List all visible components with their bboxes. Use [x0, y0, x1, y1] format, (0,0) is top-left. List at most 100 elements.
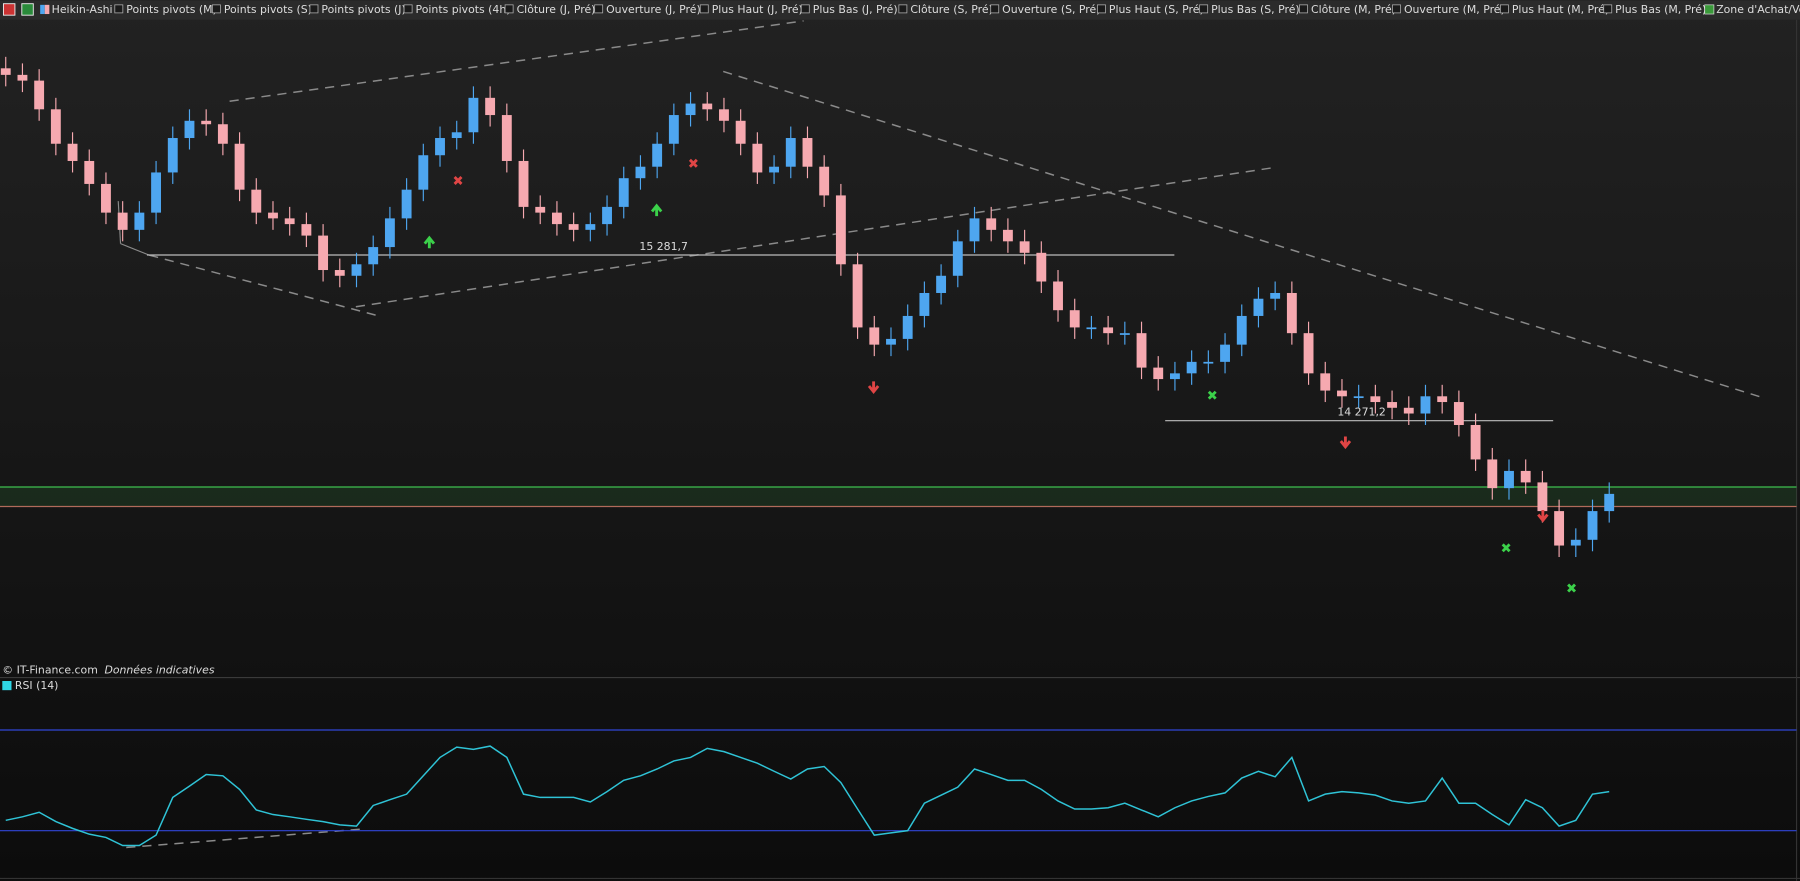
- candle-body: [1303, 333, 1314, 374]
- candle-body: [284, 218, 295, 225]
- toolbar-item[interactable]: Points pivots (J): [321, 3, 405, 16]
- checkbox[interactable]: [990, 4, 1000, 14]
- candle-body: [1170, 373, 1180, 380]
- toolbar-item[interactable]: Ouverture (M, Pré): [1404, 3, 1505, 16]
- candle-body: [785, 138, 796, 167]
- level-label: 14 271,2: [1337, 406, 1386, 419]
- toolbar-item[interactable]: Ouverture (S, Pré): [1002, 3, 1100, 16]
- toolbar-item[interactable]: Plus Haut (J, Pré): [712, 3, 803, 16]
- candle-body: [1270, 292, 1281, 299]
- candle-body: [384, 218, 395, 248]
- candle-body: [1086, 327, 1097, 330]
- checkbox[interactable]: [898, 4, 908, 14]
- candle-body: [1286, 292, 1297, 334]
- checkbox[interactable]: [309, 4, 319, 14]
- checkbox[interactable]: [800, 4, 810, 14]
- level-label: 15 281,7: [639, 240, 688, 253]
- toolbar-item[interactable]: Heikin-Ashi: [52, 3, 113, 16]
- sell-arrow: [867, 381, 880, 395]
- checkbox[interactable]: [1392, 4, 1401, 14]
- candle-body: [835, 195, 846, 265]
- rsi-line: [5, 745, 1610, 847]
- checkbox[interactable]: [1499, 4, 1509, 14]
- candle-body: [1203, 361, 1214, 364]
- candle-body: [986, 218, 997, 230]
- candle-body: [702, 103, 713, 110]
- toolbar-item[interactable]: Points pivots (4h): [416, 3, 511, 16]
- candle-body: [752, 143, 763, 173]
- candle-body: [17, 74, 28, 81]
- checkbox[interactable]: [699, 4, 709, 14]
- candle-body: [301, 224, 312, 236]
- candle-body: [902, 315, 913, 339]
- checkbox[interactable]: [1199, 4, 1209, 14]
- candle-body: [1353, 396, 1364, 399]
- toolbar-item[interactable]: Clôture (M, Pré): [1311, 3, 1396, 16]
- toolbar-item[interactable]: Points pivots (M): [126, 3, 217, 16]
- checkbox[interactable]: [1299, 4, 1308, 14]
- candle-body: [1153, 367, 1164, 380]
- candle-body: [852, 264, 863, 328]
- candle-body: [401, 189, 412, 219]
- candle-body: [1554, 511, 1565, 546]
- candle-body: [1019, 241, 1030, 253]
- candle-body: [1053, 281, 1063, 311]
- checkbox[interactable]: [211, 4, 221, 14]
- tool-icon[interactable]: [21, 3, 34, 16]
- candle-body: [251, 189, 262, 213]
- candle-body: [1337, 390, 1347, 397]
- candle-body: [1069, 310, 1080, 328]
- buy-arrow: [423, 235, 436, 249]
- candle-body: [602, 206, 612, 225]
- copyright: © IT-Finance.com: [2, 664, 98, 677]
- candle-body: [1504, 470, 1514, 489]
- toolbar-item[interactable]: Ouverture (J, Pré): [606, 3, 701, 16]
- checkbox[interactable]: [594, 4, 604, 14]
- toolbar-item[interactable]: Plus Haut (M, Pré): [1512, 3, 1609, 16]
- candle-body: [869, 327, 880, 345]
- candle-body: [802, 138, 813, 167]
- toolbar-item[interactable]: Points pivots (S): [224, 3, 312, 16]
- candle-body: [117, 212, 128, 230]
- checkbox[interactable]: [1603, 4, 1613, 14]
- candle-body: [1453, 402, 1464, 426]
- toolbar-icon: [44, 4, 50, 15]
- candle-body: [585, 224, 596, 230]
- candle-body: [334, 270, 345, 276]
- toolbar-item[interactable]: Plus Bas (M, Pré): [1615, 3, 1706, 16]
- tool-icon[interactable]: [2, 3, 16, 16]
- sell-arrow: [1537, 509, 1549, 523]
- candle-body: [368, 247, 379, 265]
- candle-body: [84, 160, 95, 184]
- candle-body: [184, 120, 195, 139]
- candle-body: [518, 160, 529, 207]
- candle-body: [1403, 407, 1414, 414]
- candle-body: [1537, 482, 1548, 512]
- checkbox[interactable]: [114, 4, 124, 14]
- toolbar-item[interactable]: Clôture (S, Pré): [910, 3, 993, 16]
- checkbox[interactable]: [1097, 4, 1106, 14]
- candle-body: [1186, 361, 1197, 374]
- toolbar-icon: [40, 4, 45, 15]
- candle-body: [268, 212, 278, 219]
- buy-sell-zone: [0, 486, 1797, 507]
- candle-body: [1320, 373, 1331, 391]
- candle-body: [101, 183, 111, 213]
- toolbar-item[interactable]: Plus Haut (S, Pré): [1109, 3, 1204, 16]
- candle-body: [1420, 396, 1431, 414]
- candle-body: [1119, 333, 1130, 335]
- candle-body: [201, 120, 212, 125]
- checkbox[interactable]: [504, 4, 514, 14]
- toolbar-item[interactable]: Clôture (J, Pré): [517, 3, 596, 16]
- sell-arrow: [1339, 436, 1352, 450]
- toolbar-item[interactable]: Zone d'Achat/Ve: [1716, 3, 1800, 16]
- candle-body: [1103, 327, 1114, 334]
- candle-body: [234, 143, 245, 190]
- toolbar-item[interactable]: Plus Bas (S, Pré): [1211, 3, 1300, 16]
- candle-body: [318, 235, 329, 271]
- candle-body: [468, 97, 479, 133]
- toolbar-item[interactable]: Plus Bas (J, Pré): [813, 3, 898, 16]
- candle-body: [535, 206, 546, 213]
- candle-body: [1220, 344, 1230, 362]
- checkbox[interactable]: [403, 4, 413, 14]
